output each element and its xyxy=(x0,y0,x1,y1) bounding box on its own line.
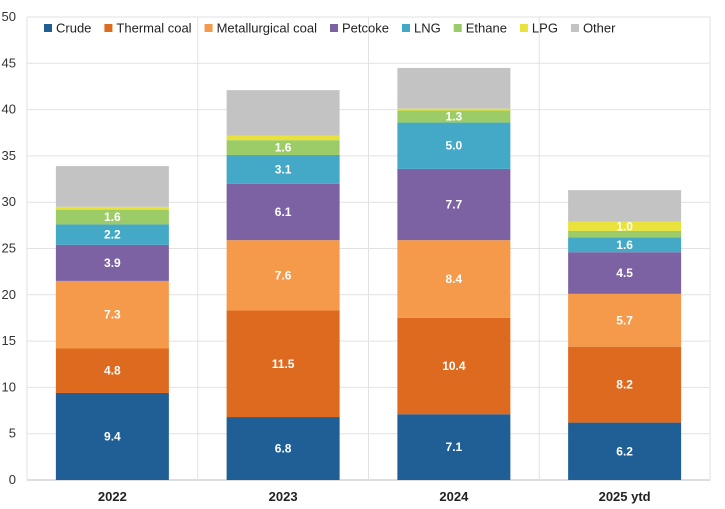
x-tick-label-0: 2022 xyxy=(98,489,127,504)
legend-swatch-ethane xyxy=(453,24,462,32)
legend-label-crude: Crude xyxy=(56,21,91,36)
bar-crude-1 xyxy=(226,417,340,480)
legend-label-lng: LNG xyxy=(414,21,441,36)
y-tick-label-20: 20 xyxy=(2,287,16,302)
bar-lpg-1 xyxy=(226,135,340,141)
data-label-petcoke-3: 4.5 xyxy=(616,266,633,280)
bar-lng-3 xyxy=(568,237,682,253)
legend-swatch-other xyxy=(570,24,579,32)
data-label-lng-2: 5.0 xyxy=(446,139,463,153)
legend: Crude Thermal coal Metallurgical coal Petco… xyxy=(44,21,616,36)
bar-lng-1 xyxy=(226,154,340,184)
y-tick-label-0: 0 xyxy=(9,472,16,487)
bar-lpg-0 xyxy=(55,206,169,210)
x-tick-label-1: 2023 xyxy=(269,489,298,504)
x-axis: 2022 2023 2024 2025 ytd xyxy=(98,489,651,504)
legend-swatch-petcoke xyxy=(330,24,338,32)
data-label-crude-2: 7.1 xyxy=(446,440,463,454)
y-tick-label-10: 10 xyxy=(2,379,16,394)
data-label-metallurgical-coal-2: 8.4 xyxy=(446,272,463,286)
data-label-thermal-coal-0: 4.8 xyxy=(104,364,121,378)
bar-other-0 xyxy=(55,166,169,207)
x-tick-label-3: 2025 ytd xyxy=(599,489,651,504)
bar-crude-3 xyxy=(568,422,682,480)
data-label-thermal-coal-1: 11.5 xyxy=(272,357,295,371)
bar-lng-2 xyxy=(397,122,511,169)
bar-thermal-coal-1 xyxy=(226,310,340,418)
data-label-lng-1: 3.1 xyxy=(275,162,292,176)
bar-crude-0 xyxy=(55,392,169,480)
bar-ethane-2 xyxy=(397,110,511,123)
data-label-petcoke-1: 6.1 xyxy=(275,205,292,219)
legend-label-lpg: LPG xyxy=(532,21,558,36)
y-tick-label-5: 5 xyxy=(9,426,16,441)
data-label-metallurgical-coal-1: 7.6 xyxy=(275,268,292,282)
bar-lpg-2 xyxy=(397,108,511,111)
legend-swatch-thermal-coal xyxy=(104,24,113,32)
bar-ethane-1 xyxy=(226,140,340,155)
bar-ethane-0 xyxy=(55,209,169,225)
bar-thermal-coal-2 xyxy=(397,317,511,415)
bars: 9.4 4.8 7.3 3.9 2.2 1.6 6.8 11.5 7.6 6.1 3.1 1.6 7.1… xyxy=(55,67,682,480)
data-label-crude-3: 6.2 xyxy=(616,444,633,458)
data-label-petcoke-0: 3.9 xyxy=(104,256,121,270)
bar-petcoke-3 xyxy=(568,252,682,294)
bar-lpg-3 xyxy=(568,221,682,231)
legend-swatch-lng xyxy=(401,24,410,32)
data-label-metallurgical-coal-3: 5.7 xyxy=(616,313,633,327)
legend-label-petcoke: Petcoke xyxy=(342,21,389,36)
data-label-thermal-coal-2: 10.4 xyxy=(442,359,466,373)
x-tick-label-2: 2024 xyxy=(439,489,469,504)
bar-metallurgical-coal-1 xyxy=(226,240,340,311)
y-tick-label-30: 30 xyxy=(2,194,16,209)
data-label-crude-1: 6.8 xyxy=(275,442,292,456)
data-label-lng-3: 1.6 xyxy=(616,238,633,252)
bar-petcoke-1 xyxy=(226,183,340,241)
legend-label-thermal-coal: Thermal coal xyxy=(116,21,191,36)
bar-lng-0 xyxy=(55,224,169,245)
data-label-lpg-3: 1.0 xyxy=(616,219,633,233)
legend-label-other: Other xyxy=(583,21,616,36)
bar-petcoke-2 xyxy=(397,168,511,241)
bar-ethane-3 xyxy=(568,230,682,238)
data-label-lng-0: 2.2 xyxy=(104,228,121,242)
data-label-ethane-0: 1.6 xyxy=(104,210,121,224)
legend-swatch-lpg xyxy=(519,24,528,32)
legend-swatch-metallurgical-coal xyxy=(204,24,213,32)
bar-other-2 xyxy=(397,67,511,109)
bar-crude-2 xyxy=(397,414,511,480)
bar-thermal-coal-3 xyxy=(568,346,682,423)
legend-label-metallurgical-coal: Metallurgical coal xyxy=(217,21,318,36)
bar-petcoke-0 xyxy=(55,244,169,281)
data-label-metallurgical-coal-0: 7.3 xyxy=(104,308,121,322)
data-label-thermal-coal-3: 8.2 xyxy=(616,378,633,392)
y-tick-label-35: 35 xyxy=(2,148,16,163)
y-tick-label-40: 40 xyxy=(2,102,16,117)
y-tick-label-25: 25 xyxy=(2,241,16,256)
y-tick-label-50: 50 xyxy=(2,9,16,24)
y-tick-label-45: 45 xyxy=(2,55,16,70)
y-tick-label-15: 15 xyxy=(2,333,16,348)
data-label-ethane-1: 1.6 xyxy=(275,141,292,155)
y-axis: 0 5 10 15 20 25 30 35 40 45 50 xyxy=(2,9,16,487)
legend-swatch-crude xyxy=(44,24,52,32)
data-label-ethane-2: 1.3 xyxy=(446,110,463,124)
data-label-crude-0: 9.4 xyxy=(104,429,121,443)
data-label-petcoke-2: 7.7 xyxy=(446,198,463,212)
legend-label-ethane: Ethane xyxy=(466,21,507,36)
bar-metallurgical-coal-2 xyxy=(397,240,511,318)
bar-other-3 xyxy=(568,190,682,222)
bar-thermal-coal-0 xyxy=(55,348,169,393)
bar-metallurgical-coal-0 xyxy=(55,280,169,349)
bar-other-1 xyxy=(226,90,340,136)
bar-metallurgical-coal-3 xyxy=(568,293,682,347)
